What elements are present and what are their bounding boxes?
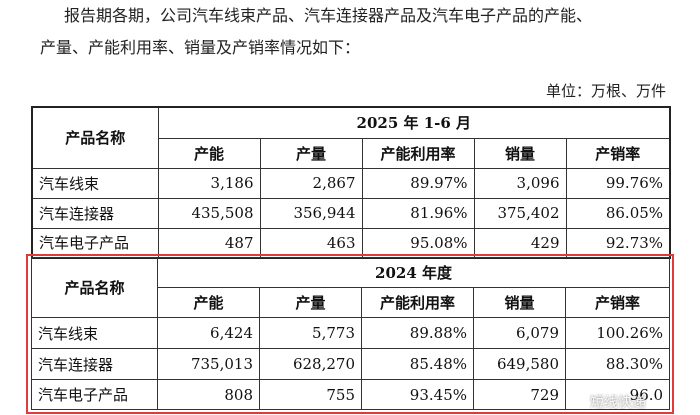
row-name: 汽车电子产品 — [31, 227, 159, 259]
cell: 99.76% — [565, 167, 671, 199]
row-name: 汽车线束 — [31, 317, 158, 349]
column-header: 产能利用率 — [361, 287, 474, 318]
product-name-header: 产品名称 — [31, 106, 159, 169]
cell: 463 — [259, 227, 363, 259]
cell: 95.08% — [361, 227, 475, 259]
watermark-text: 短线快递 — [590, 395, 646, 411]
cell: 81.96% — [361, 197, 475, 229]
cell: 6,424 — [157, 317, 260, 349]
cell: 628,270 — [259, 348, 362, 380]
cell: 89.97% — [361, 167, 475, 199]
cell: 93.45% — [361, 379, 474, 410]
capacity-table-2024: 产品名称 2024 年度 产能 产量 产能利用率 销量 产销率 汽车线束 6,4… — [31, 257, 671, 410]
column-header: 产量 — [259, 287, 362, 318]
period-header: 2024 年度 — [156, 257, 671, 288]
cell: 435,508 — [157, 197, 261, 229]
cell: 85.48% — [361, 348, 474, 380]
row-name: 汽车电子产品 — [31, 379, 158, 410]
cell: 88.30% — [564, 348, 671, 380]
table-row: 汽车线束 6,424 5,773 89.88% 6,079 100.26% — [31, 317, 671, 349]
table-row: 汽车线束 3,186 2,867 89.97% 3,096 99.76% — [31, 167, 671, 199]
intro-line-1: 报告期各期，公司汽车线束产品、汽车连接器产品及汽车电子产品的产能、 — [64, 6, 593, 25]
cell: 487 — [157, 227, 261, 259]
column-header: 产能利用率 — [361, 137, 475, 169]
table-row: 汽车连接器 435,508 356,944 81.96% 375,402 86.… — [31, 197, 671, 229]
cell: 735,013 — [157, 348, 260, 380]
cell: 3,186 — [157, 167, 261, 199]
cell: 86.05% — [565, 197, 671, 229]
table-row: 汽车电子产品 808 755 93.45% 729 96.0 — [31, 379, 671, 410]
cell: 649,580 — [473, 348, 566, 380]
row-name: 汽车连接器 — [31, 348, 158, 380]
table-row: 汽车电子产品 487 463 95.08% 429 92.73% — [31, 227, 671, 259]
row-name: 汽车线束 — [31, 167, 159, 199]
period-header: 2025 年 1-6 月 — [157, 106, 671, 139]
intro-line-2: 产量、产能利用率、销量及产销率情况如下： — [40, 38, 361, 57]
cell: 92.73% — [565, 227, 671, 259]
capacity-table-2025: 产品名称 2025 年 1-6 月 产能 产量 产能利用率 销量 产销率 汽车线… — [31, 106, 672, 259]
cell: 89.88% — [361, 317, 474, 349]
unit-label: 单位：万根、万件 — [545, 82, 666, 100]
column-header: 产能 — [157, 137, 261, 169]
cell: 755 — [259, 379, 362, 410]
row-name: 汽车连接器 — [31, 197, 159, 229]
table-row: 汽车连接器 735,013 628,270 85.48% 649,580 88.… — [31, 348, 671, 380]
column-header: 销量 — [473, 287, 566, 318]
column-header: 销量 — [473, 137, 567, 169]
cell: 429 — [473, 227, 567, 259]
cell: 6,079 — [473, 317, 566, 349]
cell: 729 — [473, 379, 566, 410]
cell: 375,402 — [473, 197, 567, 229]
cell: 3,096 — [473, 167, 567, 199]
product-name-header: 产品名称 — [31, 257, 158, 318]
column-header: 产能 — [157, 287, 260, 318]
column-header: 产量 — [259, 137, 363, 169]
cell: 5,773 — [259, 317, 362, 349]
column-header: 产销率 — [565, 137, 671, 169]
cell: 96.0 — [564, 379, 671, 410]
cell: 808 — [157, 379, 260, 410]
cell: 356,944 — [259, 197, 363, 229]
column-header: 产销率 — [564, 287, 671, 318]
cell: 2,867 — [259, 167, 363, 199]
cell: 100.26% — [564, 317, 671, 349]
